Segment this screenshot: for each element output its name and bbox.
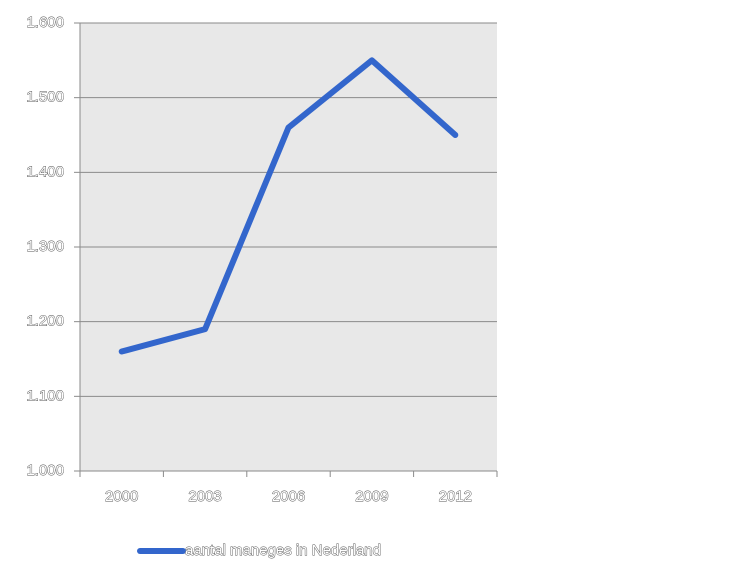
- y-tick-label: 1.400: [26, 163, 64, 180]
- y-tick-label: 1.200: [26, 313, 64, 330]
- x-tick-label: 2009: [355, 488, 388, 505]
- legend-label: aantal maneges in Nederland: [185, 542, 381, 559]
- y-tick-label: 1.000: [26, 462, 64, 479]
- x-tick-label: 2003: [188, 488, 221, 505]
- y-tick-label: 1.300: [26, 238, 64, 255]
- data-line: [118, 57, 459, 355]
- x-tick-label: 2006: [272, 488, 305, 505]
- x-tick-label: 2000: [105, 488, 138, 505]
- y-tick-label: 1.600: [26, 14, 64, 31]
- y-tick-label: 1.500: [26, 89, 64, 106]
- y-tick-label: 1.100: [26, 387, 64, 404]
- x-tick-label: 2012: [439, 488, 472, 505]
